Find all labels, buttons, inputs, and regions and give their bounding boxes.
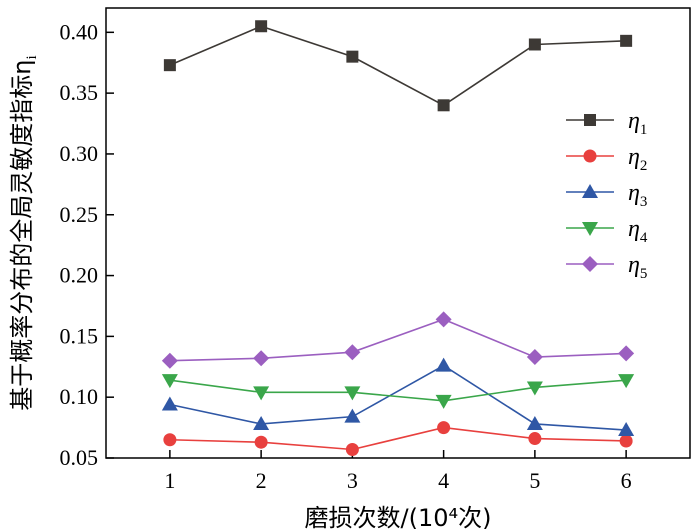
y-axis-title: 基于概率分布的全局灵敏度指标ηi	[8, 55, 40, 410]
legend-item-eta-4: η4	[566, 216, 648, 246]
y-axis-title-main: 基于概率分布的全局灵敏度指标η	[8, 59, 36, 410]
legend-item-eta-2: η2	[566, 144, 647, 174]
data-point	[345, 442, 359, 456]
legend-label: η5	[628, 252, 647, 282]
data-point	[435, 357, 452, 372]
legend-label-main: η	[628, 180, 640, 206]
legend-label-main: η	[628, 108, 640, 134]
data-point	[161, 396, 178, 411]
series-eta-2	[163, 421, 633, 456]
data-point	[346, 50, 359, 63]
legend-marker	[584, 114, 596, 126]
data-point	[528, 432, 542, 446]
y-axis: 0.05 0.10 0.15 0.20 0.25 0.30 0.35 0.40	[60, 19, 114, 470]
y-axis-title-sub: i	[24, 55, 40, 59]
legend-marker	[583, 149, 597, 163]
y-tick-label: 0.25	[60, 202, 99, 227]
legend-item-eta-5: η5	[566, 252, 647, 282]
data-point	[526, 381, 543, 396]
data-point	[254, 435, 268, 449]
legend-marker	[582, 256, 598, 272]
data-point	[528, 38, 541, 51]
series-layer	[161, 20, 635, 456]
x-tick-label: 6	[621, 468, 632, 493]
x-axis-title: 磨损次数/(10⁴次)	[305, 504, 492, 532]
series-eta-1	[163, 20, 633, 112]
legend-marker	[582, 222, 598, 236]
x-tick-label: 5	[529, 468, 540, 493]
y-tick-label: 0.10	[60, 384, 99, 409]
y-tick-label: 0.40	[60, 19, 99, 44]
series-line	[169, 25, 627, 107]
series-eta-3	[161, 357, 635, 437]
data-point	[618, 345, 635, 362]
legend-label-main: η	[628, 144, 640, 170]
data-point	[437, 99, 450, 112]
x-tick-label: 1	[164, 468, 175, 493]
series-line	[169, 379, 627, 402]
y-tick-label: 0.35	[60, 80, 99, 105]
data-point	[435, 394, 452, 409]
x-tick-label: 2	[256, 468, 267, 493]
legend-label-main: η	[628, 216, 640, 242]
data-point	[619, 434, 633, 448]
legend-item-eta-1: η1	[566, 108, 647, 138]
x-axis: 1 2 3 4 5 6	[164, 450, 632, 493]
y-tick-label: 0.30	[60, 141, 99, 166]
legend-label-sub: 5	[640, 266, 648, 282]
legend-label-sub: 1	[640, 122, 648, 138]
series-eta-5	[161, 311, 635, 369]
legend-label: η3	[628, 180, 647, 210]
plot-frame	[105, 7, 691, 459]
y-tick-label: 0.20	[60, 263, 99, 288]
x-tick-label: 4	[438, 468, 449, 493]
data-point	[253, 386, 270, 401]
data-point	[253, 415, 270, 430]
data-point	[618, 374, 635, 389]
series-eta-4	[161, 374, 635, 409]
data-point	[526, 415, 543, 430]
y-tick-label: 0.05	[60, 445, 99, 470]
legend-label-sub: 3	[640, 194, 648, 210]
data-point	[618, 422, 635, 437]
data-point	[161, 374, 178, 389]
data-point	[344, 408, 361, 423]
legend-label: η4	[628, 216, 648, 246]
legend-marker	[582, 184, 598, 198]
data-point	[620, 34, 633, 47]
data-point	[437, 421, 451, 435]
data-point	[435, 311, 452, 328]
y-tick-label: 0.15	[60, 323, 99, 348]
data-point	[344, 344, 361, 361]
data-point	[253, 350, 270, 367]
data-point	[344, 386, 361, 401]
data-point	[255, 20, 268, 33]
legend-label: η1	[628, 108, 647, 138]
data-point	[163, 59, 176, 72]
legend-item-eta-3: η3	[566, 180, 647, 210]
legend-label-sub: 4	[640, 230, 648, 246]
data-point	[163, 433, 177, 447]
data-point	[526, 349, 543, 366]
x-tick-label: 3	[347, 468, 358, 493]
series-line	[169, 318, 627, 362]
legend-label-main: η	[628, 252, 640, 278]
series-line	[169, 364, 627, 431]
legend-label: η2	[628, 144, 647, 174]
data-point	[161, 352, 178, 369]
series-line	[169, 426, 627, 451]
legend-label-sub: 2	[640, 158, 648, 174]
